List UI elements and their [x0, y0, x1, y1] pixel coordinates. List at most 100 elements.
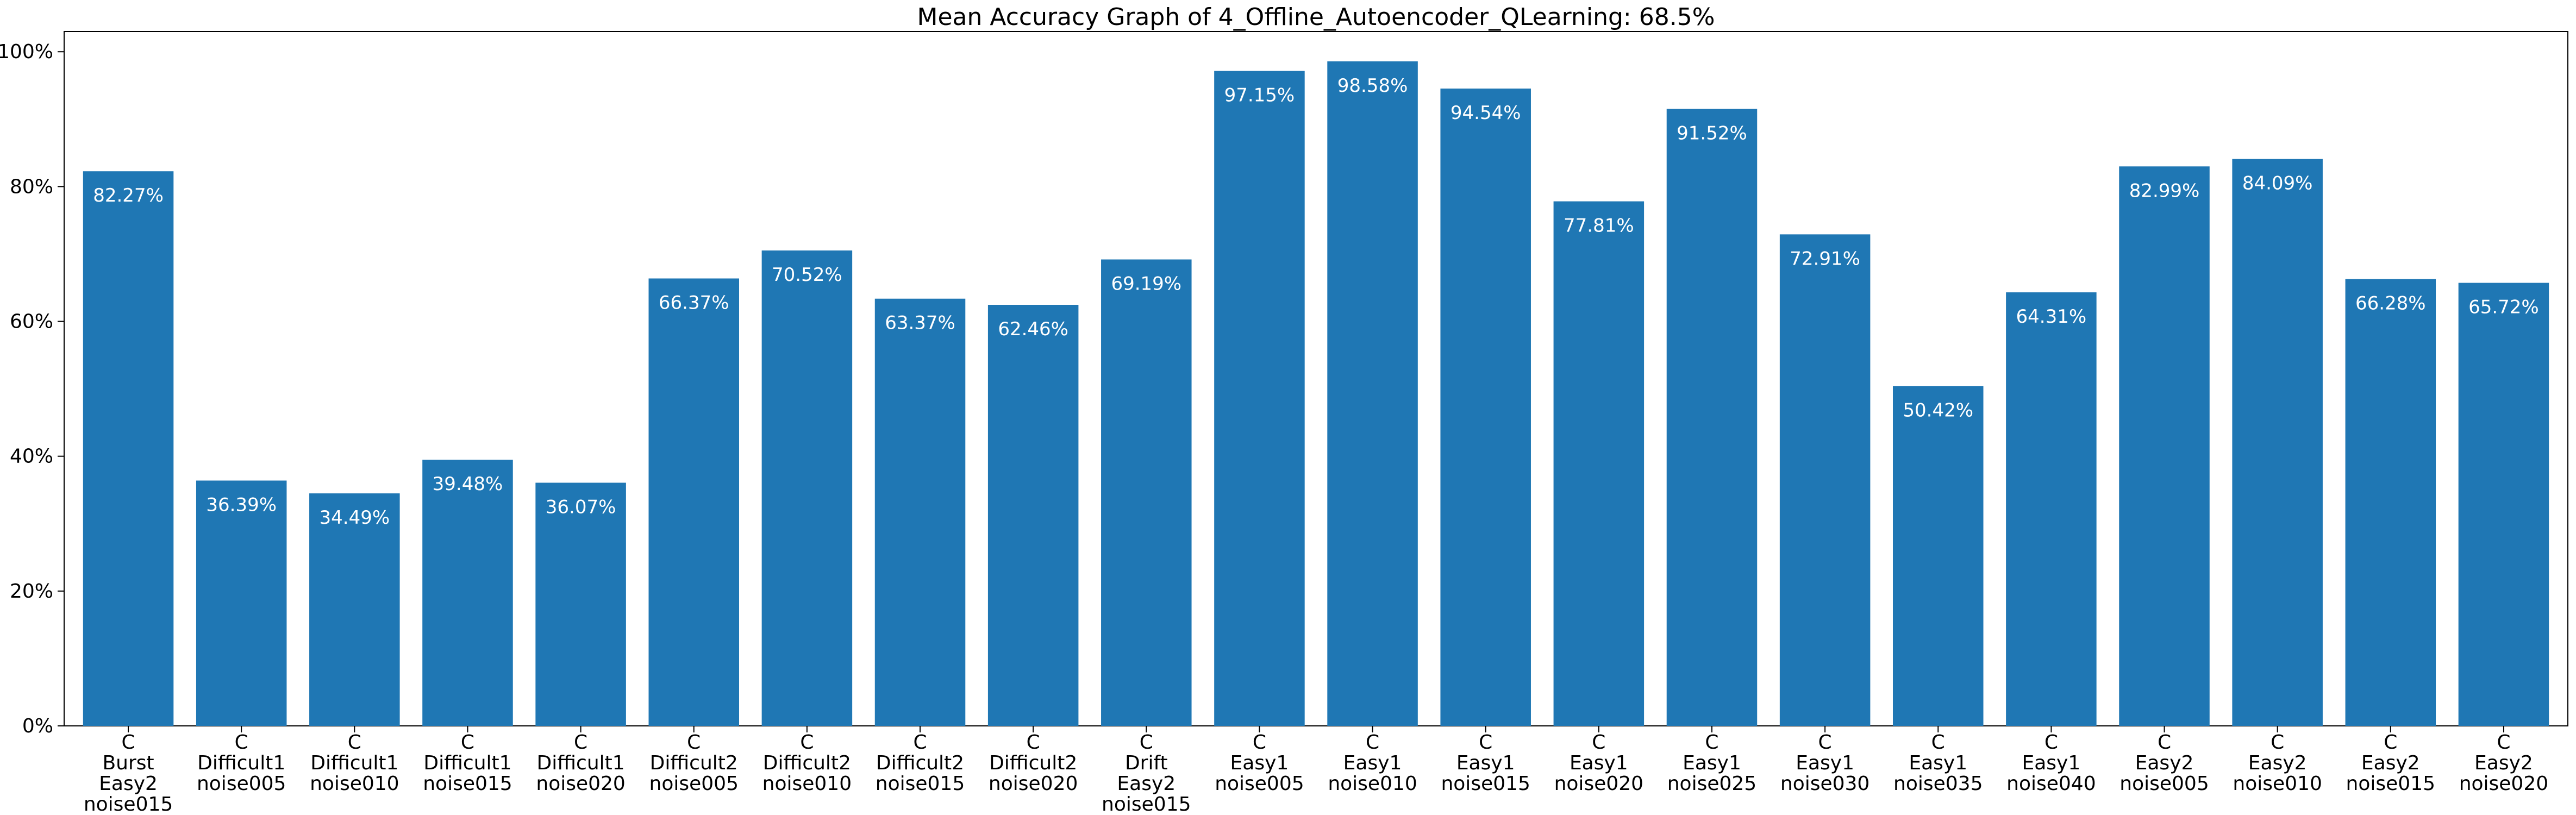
x-tick-label-line: noise005	[1215, 773, 1304, 795]
x-tick-label: C Difficult1 noise015	[423, 731, 512, 795]
x-tick-label-line: Easy2	[1117, 773, 1176, 795]
x-tick-label-line: Difficult2	[989, 752, 1077, 774]
x-tick-label-line: Difficult1	[310, 752, 398, 774]
x-tick-label-line: noise005	[197, 773, 286, 795]
x-tick-label-line: Difficult2	[763, 752, 851, 774]
bar-value-label: 82.27%	[93, 185, 164, 206]
x-tick-label-line: C	[348, 731, 361, 754]
bar	[1214, 71, 1305, 726]
x-tick-label: C Easy2 noise020	[2459, 731, 2548, 795]
x-tick-label-line: Difficult1	[423, 752, 511, 774]
x-tick-label-line: Easy2	[2135, 752, 2194, 774]
bar-value-label: 65.72%	[2468, 297, 2539, 318]
bar-value-label: 77.81%	[1564, 215, 1634, 237]
x-tick-label-line: Easy1	[1230, 752, 1289, 774]
x-tick-label: C Difficult1 noise005	[197, 731, 286, 795]
bar	[987, 305, 1079, 726]
x-tick-label: C Easy1 noise015	[1441, 731, 1530, 795]
x-tick-label-line: noise035	[1893, 773, 1983, 795]
bar	[309, 493, 400, 726]
x-tick-label-line: noise015	[84, 793, 173, 815]
x-tick-label: C Easy1 noise030	[1780, 731, 1870, 795]
bar	[1101, 259, 1192, 726]
y-tick-label: 100%	[0, 41, 53, 63]
bar	[761, 250, 853, 726]
x-tick-label-line: C	[574, 731, 587, 754]
x-tick-label-line: C	[1366, 731, 1379, 754]
x-tick-label: C Easy2 noise005	[2119, 731, 2209, 795]
x-tick-label-line: Burst	[102, 752, 154, 774]
x-tick-label-line: noise010	[762, 773, 852, 795]
x-tick-label-line: C	[235, 731, 248, 754]
x-tick-label: C Easy1 noise005	[1215, 731, 1304, 795]
x-tick-label-line: C	[2044, 731, 2058, 754]
x-tick-label-line: C	[1479, 731, 1492, 754]
x-tick-label-line: Easy2	[2248, 752, 2307, 774]
bar	[2345, 279, 2436, 726]
x-tick-label-line: noise020	[989, 773, 1078, 795]
bar-value-label: 72.91%	[1790, 248, 1860, 269]
bar	[196, 480, 287, 726]
x-tick-label-line: noise005	[2119, 773, 2209, 795]
bar-value-label: 70.52%	[772, 264, 842, 286]
bar-value-label: 66.37%	[659, 292, 729, 314]
x-tick-label: C Easy2 noise015	[2346, 731, 2435, 795]
plot-area-frame	[64, 31, 2568, 726]
bar-value-label: 98.58%	[1337, 75, 1408, 97]
x-tick-label-line: noise015	[2346, 773, 2435, 795]
bar	[648, 278, 740, 726]
x-tick-label-line: C	[1705, 731, 1718, 754]
bars-layer: 82.27% 36.39% 34.49% 39.48% 36.07% 66.37% 70.5…	[83, 61, 2549, 726]
bar-value-label: 82.99%	[2129, 180, 2200, 202]
x-tick-label: C Difficult1 noise020	[536, 731, 625, 795]
bar-value-label: 69.19%	[1111, 273, 1181, 295]
x-tick-label: C Easy1 noise010	[1328, 731, 1417, 795]
bar-value-label: 64.31%	[2016, 306, 2087, 328]
x-tick-label-line: Easy2	[2474, 752, 2533, 774]
chart-title: Mean Accuracy Graph of 4_Offline_Autoenc…	[917, 3, 1715, 31]
x-tick-label-line: Easy1	[1456, 752, 1515, 774]
bar	[874, 298, 966, 726]
bar	[1779, 234, 1871, 726]
bar	[1553, 201, 1645, 726]
x-tick-label-line: Easy1	[1343, 752, 1402, 774]
bar-value-label: 62.46%	[998, 318, 1068, 340]
x-tick-label-line: noise030	[1780, 773, 1870, 795]
x-tick-label-line: noise010	[1328, 773, 1417, 795]
x-tick-label-line: C	[1027, 731, 1040, 754]
x-tick-label-line: noise020	[1554, 773, 1643, 795]
bar-value-label: 91.52%	[1677, 122, 1747, 144]
x-tick-label-line: Difficult2	[876, 752, 964, 774]
x-tick-label-line: C	[461, 731, 474, 754]
bar-value-label: 66.28%	[2355, 293, 2426, 315]
bar-value-label: 84.09%	[2242, 173, 2313, 195]
x-tick-label-line: Easy1	[1909, 752, 1967, 774]
x-tick-label-line: Drift	[1125, 752, 1168, 774]
y-tick-label: 80%	[10, 175, 53, 198]
x-tick-label-line: noise005	[649, 773, 739, 795]
x-tick-label-line: Difficult2	[650, 752, 738, 774]
x-tick-label-line: Easy2	[99, 773, 158, 795]
bar	[83, 171, 174, 726]
bar-value-label: 34.49%	[320, 507, 390, 529]
x-tick-label-line: noise015	[1441, 773, 1530, 795]
y-axis: 0% 20% 40% 60% 80% 100%	[0, 41, 64, 737]
bar-value-label: 50.42%	[1903, 399, 1973, 421]
x-tick-label-line: C	[2271, 731, 2284, 754]
x-tick-label-line: C	[2384, 731, 2397, 754]
bar	[2232, 159, 2323, 726]
x-tick-label: C Difficult2 noise020	[989, 731, 1078, 795]
x-tick-label-line: noise010	[2233, 773, 2322, 795]
x-tick-label-line: C	[1592, 731, 1605, 754]
x-tick-label-line: Difficult1	[197, 752, 285, 774]
x-tick-label: C Easy1 noise025	[1667, 731, 1756, 795]
x-tick-label-line: Easy1	[1683, 752, 1741, 774]
bar	[1666, 109, 1758, 726]
x-tick-label: C Difficult2 noise015	[876, 731, 965, 795]
x-tick-label-line: noise020	[2459, 773, 2548, 795]
x-tick-label-line: Easy1	[1796, 752, 1854, 774]
x-tick-label: C Easy1 noise035	[1893, 731, 1983, 795]
x-tick-label-line: C	[121, 731, 135, 754]
